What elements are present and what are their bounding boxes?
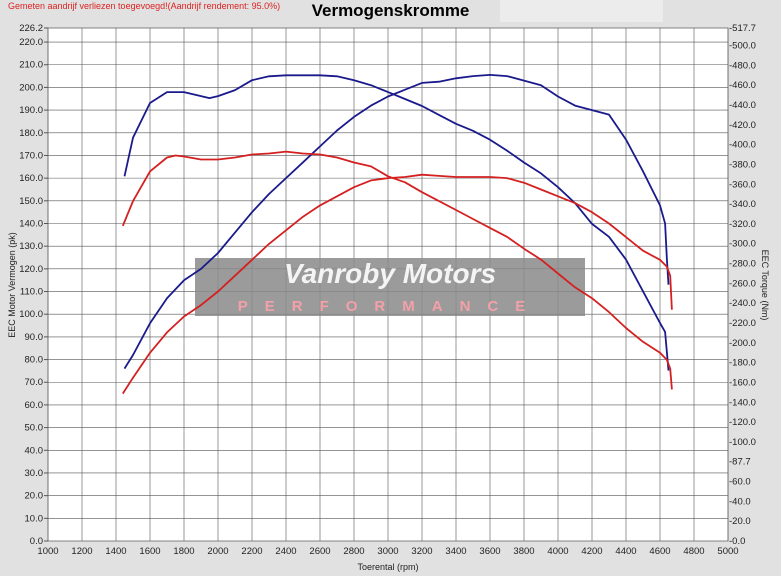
y-tick-label: 200.0 [19, 82, 43, 93]
x-tick-label: 2800 [343, 546, 364, 557]
y2-tick-label: -280.0 [729, 259, 756, 270]
y-tick-label: 120.0 [19, 264, 43, 275]
x-tick-label: 2000 [207, 546, 228, 557]
y2-tick-label: -180.0 [729, 358, 756, 369]
y-tick-label: 110.0 [20, 287, 43, 298]
y2-tick-label: -400.0 [729, 140, 756, 151]
y2-tick-label: -160.0 [729, 377, 756, 388]
y2-tick-label: -20.0 [729, 516, 751, 527]
x-tick-label: 4000 [547, 546, 568, 557]
red-torque-curve [121, 150, 673, 390]
x-tick-label: 2600 [309, 546, 330, 557]
y2-tick-label: -500.0 [729, 41, 756, 52]
x-tick-label: 3800 [513, 546, 534, 557]
y-tick-label: 180.0 [19, 128, 43, 139]
y-tick-label: 70.0 [25, 377, 44, 388]
drive-loss-notice: Gemeten aandrijf verliezen toegevoegd!(A… [8, 1, 281, 11]
y-tick-label: 30.0 [25, 468, 44, 479]
y2-tick-label: -120.0 [729, 417, 756, 428]
y-tick-label: 50.0 [25, 423, 44, 434]
x-tick-label: 3200 [411, 546, 432, 557]
y2-tick-label: -140.0 [729, 397, 756, 408]
y-tick-label: 190.0 [19, 105, 43, 116]
y2-tick-label: -100.0 [729, 437, 756, 448]
x-tick-label: 4800 [683, 546, 704, 557]
x-tick-label: 2200 [241, 546, 262, 557]
y2-tick-label: -340.0 [729, 199, 756, 210]
red-power-curve [122, 173, 673, 395]
x-tick-label: 1600 [139, 546, 160, 557]
y-tick-label: 90.0 [25, 332, 44, 343]
watermark: Vanroby Motors PERFORMANCE [195, 258, 585, 316]
y-tick-label: 170.0 [19, 150, 43, 161]
x-tick-label: 4200 [581, 546, 602, 557]
watermark-line1: Vanroby Motors [284, 258, 496, 289]
x-tick-label: 3600 [479, 546, 500, 557]
y2-tick-label: -380.0 [729, 159, 756, 170]
y-tick-label: 80.0 [25, 355, 44, 366]
y2-tick-label: -300.0 [729, 239, 756, 250]
y-tick-label: 220.0 [19, 37, 43, 48]
y2-tick-label: -200.0 [729, 338, 756, 349]
y-tick-label: 226.2 [19, 23, 43, 34]
x-tick-label: 4400 [615, 546, 636, 557]
y-tick-label: 20.0 [25, 491, 44, 502]
x-tick-label: 2400 [275, 546, 296, 557]
y2-tick-label: -240.0 [729, 298, 756, 309]
blue-torque-curve [123, 74, 670, 371]
y2-tick-label: -60.0 [729, 477, 751, 488]
y2-tick-label: -87.7 [729, 457, 751, 468]
x-tick-label: 4600 [649, 546, 670, 557]
chart-title: Vermogenskromme [311, 1, 470, 20]
watermark-box [195, 258, 585, 316]
x-tick-label: 5000 [717, 546, 738, 557]
y-tick-label: 40.0 [25, 445, 44, 456]
y-tick-label: 140.0 [19, 218, 43, 229]
y-tick-label: 150.0 [19, 196, 43, 207]
y2-tick-label: -320.0 [729, 219, 756, 230]
y2-tick-label: -460.0 [729, 80, 756, 91]
x-tick-label: 1200 [71, 546, 92, 557]
y2-tick-label: -360.0 [729, 179, 756, 190]
y-tick-label: 210.0 [19, 60, 43, 71]
blue-power-curve [123, 74, 670, 370]
y-tick-label: 60.0 [25, 400, 44, 411]
x-tick-label: 3400 [445, 546, 466, 557]
y-axis-label: EEC Motor Vermogen (pk) [7, 232, 17, 338]
y2-tick-label: -480.0 [729, 60, 756, 71]
x-tick-label: 1400 [105, 546, 126, 557]
y-tick-label: 100.0 [19, 309, 43, 320]
y-tick-label: 130.0 [19, 241, 43, 252]
y2-tick-label: -440.0 [729, 100, 756, 111]
title-box [500, 0, 663, 22]
y2-tick-label: -260.0 [729, 278, 756, 289]
x-tick-label: 1800 [173, 546, 194, 557]
y2-tick-label: -40.0 [729, 496, 751, 507]
plot-border [47, 27, 729, 542]
y-tick-label: 0.0 [30, 536, 43, 547]
y2-tick-label: -517.7 [729, 23, 756, 34]
x-tick-label: 3000 [377, 546, 398, 557]
y-tick-label: 160.0 [19, 173, 43, 184]
watermark-line2: PERFORMANCE [238, 298, 543, 315]
y2-tick-label: -220.0 [729, 318, 756, 329]
y2-tick-label: -420.0 [729, 120, 756, 131]
y2-tick-label: -0.0 [729, 536, 745, 547]
x-axis-label: Toerental (rpm) [357, 562, 418, 572]
y-tick-label: 10.0 [25, 513, 44, 524]
x-tick-label: 1000 [37, 546, 58, 557]
y2-axis-label: EEC Torque (Nm) [760, 250, 770, 321]
